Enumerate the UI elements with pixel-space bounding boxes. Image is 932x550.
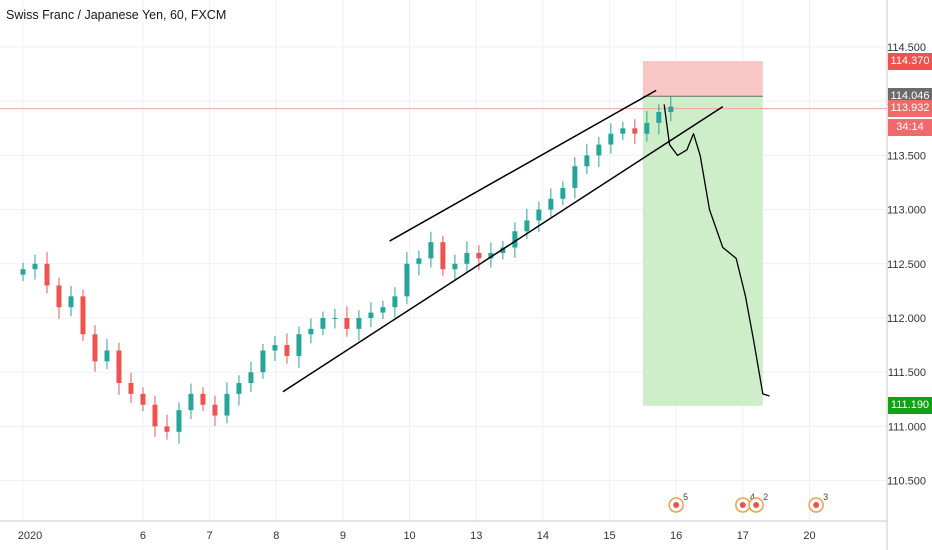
candle-body[interactable] <box>164 426 170 432</box>
economic-event-dot <box>739 502 746 508</box>
y-tick-label: 111.500 <box>888 367 926 379</box>
stop-loss-zone[interactable] <box>642 61 763 97</box>
candle-body[interactable] <box>200 393 206 405</box>
x-tick-label: 6 <box>140 530 146 542</box>
candle-body[interactable] <box>32 263 38 270</box>
candle-body[interactable] <box>248 372 254 384</box>
candle-body[interactable] <box>560 187 566 199</box>
candle-body[interactable] <box>284 345 290 356</box>
candle-body[interactable] <box>296 334 302 356</box>
candle-body[interactable] <box>572 166 578 188</box>
economic-event-count: 3 <box>823 492 828 502</box>
candle-body[interactable] <box>152 404 158 427</box>
x-tick-label: 14 <box>537 530 549 542</box>
x-tick-label: 10 <box>403 530 415 542</box>
candle-body[interactable] <box>356 318 362 329</box>
candle-body[interactable] <box>380 307 386 313</box>
candle-body[interactable] <box>368 312 374 318</box>
economic-event-count: 5 <box>683 492 688 502</box>
candle-body[interactable] <box>80 296 86 335</box>
candle-body[interactable] <box>308 328 314 335</box>
economic-event-count: 2 <box>763 492 768 502</box>
candle-body[interactable] <box>632 128 638 134</box>
candle-body[interactable] <box>344 318 350 329</box>
candle-body[interactable] <box>236 383 242 394</box>
candle-body[interactable] <box>224 393 230 416</box>
candle-body[interactable] <box>608 133 614 145</box>
bar-countdown-tag: 34:14 <box>888 118 932 136</box>
channel-upper-trendline[interactable] <box>389 89 657 242</box>
candle-body[interactable] <box>536 209 542 221</box>
x-tick-label: 8 <box>273 530 279 542</box>
candle-body[interactable] <box>320 318 326 329</box>
projection-path[interactable] <box>663 104 770 397</box>
x-tick-label: 16 <box>670 530 682 542</box>
candle-body[interactable] <box>68 296 74 308</box>
candle-body[interactable] <box>44 263 50 286</box>
take-profit-zone[interactable] <box>642 96 763 406</box>
candle-body[interactable] <box>212 404 218 416</box>
candle-body[interactable] <box>392 296 398 308</box>
stop-loss-price-tag: 114.370 <box>888 52 932 70</box>
candle-body[interactable] <box>416 258 422 264</box>
candle-body[interactable] <box>140 393 146 405</box>
economic-event-dot <box>813 502 820 508</box>
economic-event-count: 4 <box>750 492 755 502</box>
candle-body[interactable] <box>332 318 338 319</box>
chart-title: Swiss Franc / Japanese Yen, 60, FXCM <box>6 8 227 22</box>
y-tick-label: 110.500 <box>887 476 926 488</box>
candle-body[interactable] <box>620 128 626 134</box>
x-tick-label: 13 <box>470 530 482 542</box>
candle-body[interactable] <box>452 263 458 270</box>
x-tick-label: 17 <box>737 530 749 542</box>
candle-body[interactable] <box>512 231 518 248</box>
x-tick-label: 15 <box>603 530 615 542</box>
candle-body[interactable] <box>584 155 590 167</box>
x-tick-label: 7 <box>207 530 213 542</box>
candle-body[interactable] <box>188 393 194 411</box>
y-tick-label: 111.000 <box>888 421 926 433</box>
candle-body[interactable] <box>260 350 266 373</box>
x-tick-label: 2020 <box>18 530 42 542</box>
candle-body[interactable] <box>488 252 494 259</box>
candle-body[interactable] <box>440 242 446 270</box>
candle-body[interactable] <box>272 345 278 351</box>
target-price-tag: 111.190 <box>888 397 932 415</box>
candle-body[interactable] <box>56 285 62 308</box>
candle-body[interactable] <box>668 106 674 113</box>
candle-body[interactable] <box>428 242 434 259</box>
y-tick-label: 112.000 <box>887 313 926 325</box>
y-tick-label: 114.500 <box>887 42 926 54</box>
channel-lower-trendline[interactable] <box>282 105 724 393</box>
candle-body[interactable] <box>500 247 506 253</box>
candle-body[interactable] <box>92 334 98 362</box>
candle-body[interactable] <box>596 144 602 156</box>
candle-body[interactable] <box>20 269 26 275</box>
candle-body[interactable] <box>104 350 110 362</box>
x-tick-label: 9 <box>340 530 346 542</box>
y-tick-label: 113.000 <box>887 205 926 217</box>
candle-body[interactable] <box>656 112 662 123</box>
candle-body[interactable] <box>128 383 134 394</box>
candle-body[interactable] <box>524 220 530 232</box>
candle-body[interactable] <box>548 198 554 210</box>
current-price-tag: 113.932 <box>888 100 932 118</box>
candle-body[interactable] <box>404 263 410 297</box>
candle-body[interactable] <box>116 350 122 384</box>
x-tick-label: 20 <box>803 530 815 542</box>
candle-body[interactable] <box>644 122 650 134</box>
candle-body[interactable] <box>464 252 470 264</box>
y-tick-label: 113.500 <box>887 150 926 162</box>
economic-event-dot <box>673 502 680 508</box>
economic-event-dot <box>753 502 760 508</box>
candle-body[interactable] <box>176 410 182 432</box>
y-tick-label: 112.500 <box>887 259 926 271</box>
candle-body[interactable] <box>476 252 482 259</box>
